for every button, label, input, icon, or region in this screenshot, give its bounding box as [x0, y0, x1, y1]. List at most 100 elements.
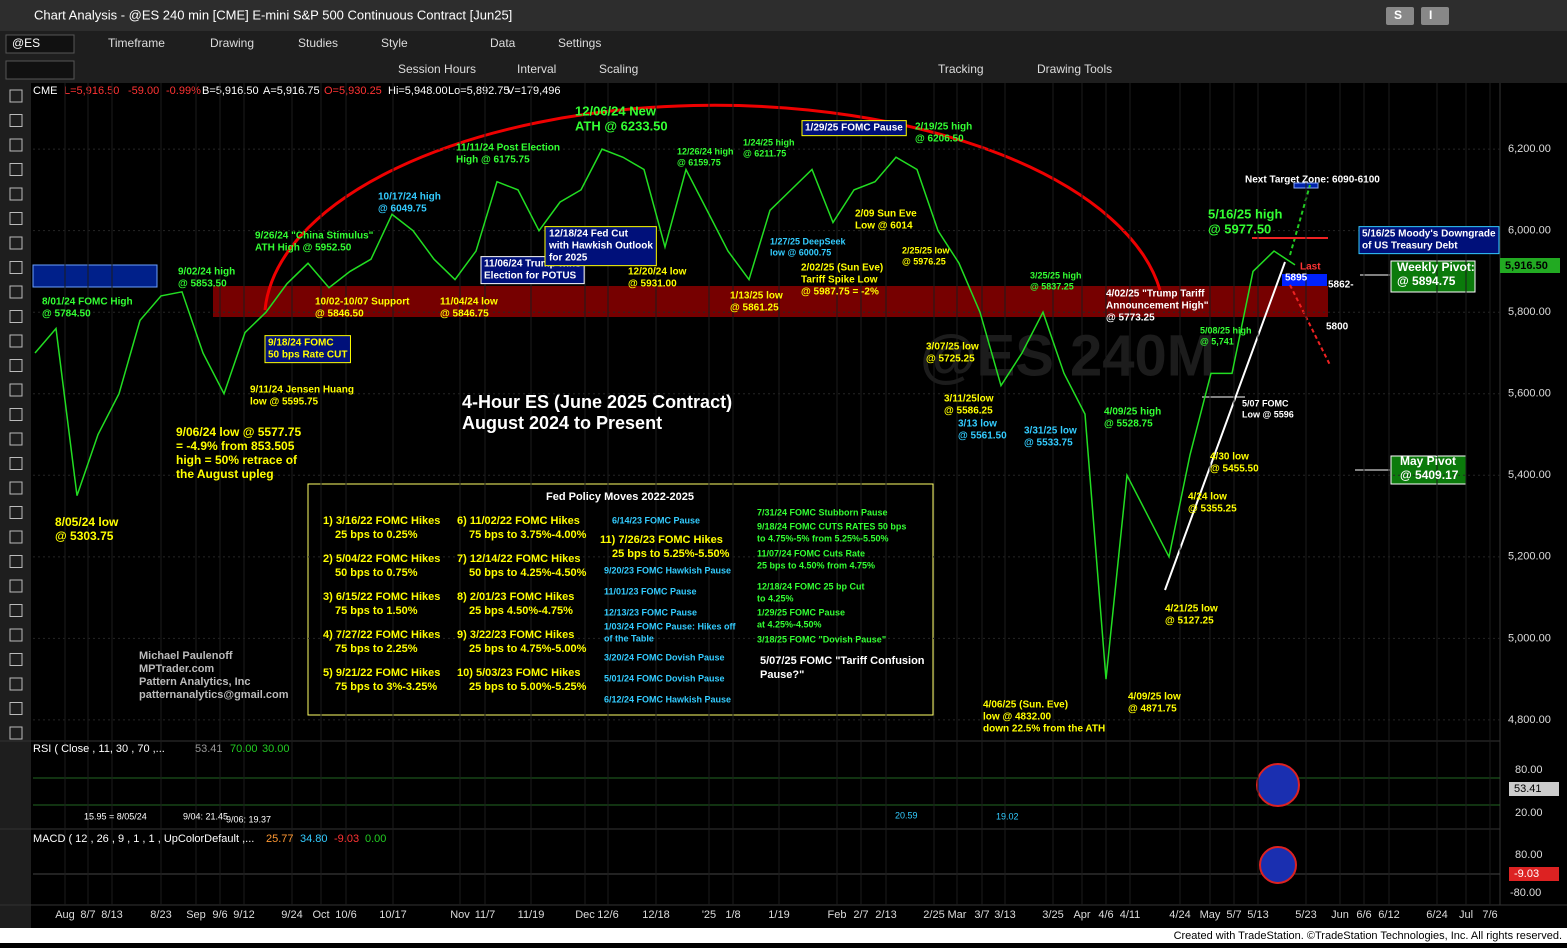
annotation-box: [544, 226, 657, 267]
toolbar-item[interactable]: Drawing: [210, 36, 254, 50]
pivot-label: Weekly Pivot:: [1397, 260, 1475, 274]
last-price-box: [1500, 258, 1560, 273]
fed-item: 9/20/23 FOMC Hawkish Pause: [604, 565, 731, 575]
tool-icon[interactable]: [9, 677, 23, 691]
toolbar-item[interactable]: Settings: [558, 36, 601, 50]
time-tick-label: 9/12: [233, 909, 254, 921]
fed-item: 6) 11/02/22 FOMC Hikes: [457, 515, 580, 527]
tool-icon[interactable]: [9, 114, 23, 127]
annotation-line: @ 5725.25: [926, 354, 975, 365]
rsi-header: RSI ( Close , 11, 30 , 70 ,...: [33, 743, 165, 755]
fed-item: 25 bps 4.50%-4.75%: [469, 605, 573, 617]
tool-icon[interactable]: [9, 726, 23, 740]
tool-icon[interactable]: [9, 604, 23, 617]
annotation-line: 4/21/25 low: [1165, 604, 1218, 615]
tool-icon[interactable]: [9, 212, 23, 225]
tool-icon[interactable]: [9, 628, 23, 642]
window-button[interactable]: [1421, 7, 1449, 25]
annotation-line: 4/09/25 low: [1128, 692, 1181, 703]
price-axis-area: [1500, 83, 1567, 928]
annotation: 5/16/25 high@ 5977.50: [1208, 206, 1282, 236]
toolbar-item[interactable]: Style: [381, 36, 408, 50]
annotation: 9/26/24 "China Stimulus"ATH High @ 5952.…: [255, 231, 374, 254]
fed-item: to 4.75%-5% from 5.25%-5.50%: [757, 533, 889, 543]
time-tick-label: 10/6: [335, 909, 356, 921]
annotation-line: 5/08/25 high: [1200, 325, 1252, 335]
tool-icon[interactable]: [9, 457, 23, 470]
tool-icon[interactable]: [9, 261, 23, 274]
rsi-note: 9/06: 19.37: [226, 814, 271, 824]
may-pivot-box: [1390, 455, 1467, 485]
annotation-line: Next Target Zone: 6090-6100: [1245, 175, 1380, 186]
toolbar-item[interactable]: Interval: [517, 62, 556, 76]
fed-item: 8) 2/01/23 FOMC Hikes: [457, 591, 574, 603]
annotation-line: Tariff Spike Low: [801, 275, 878, 286]
toolbar-item[interactable]: Session Hours: [398, 62, 476, 76]
toolbar-item[interactable]: Data: [490, 36, 516, 50]
time-tick-label: Oct: [312, 909, 329, 921]
annotation-line: 5/16/25 high: [1208, 206, 1282, 221]
annotation-line: 2/02/25 (Sun Eve): [801, 263, 883, 274]
annotation-line: 9/11/24 Jensen Huang: [250, 385, 354, 396]
toolbar-item[interactable]: Studies: [298, 36, 338, 50]
rsi-last-box: [1509, 782, 1559, 796]
tool-icon[interactable]: [9, 383, 23, 397]
tool-icon[interactable]: [9, 334, 23, 348]
macd-header: 34.80: [300, 833, 328, 845]
tool-icon[interactable]: [9, 481, 23, 495]
macd-header: MACD ( 12 , 26 , 9 , 1 , 1 , UpColorDefa…: [33, 833, 254, 845]
footer-bar: [0, 928, 1567, 943]
annotation-line: @ 6049.75: [378, 204, 427, 215]
fed-item: 25 bps to 5.00%-5.25%: [469, 681, 587, 693]
trend-line: [1164, 261, 1286, 591]
tool-icon[interactable]: [9, 555, 23, 568]
annotation-line: @ 5,741: [1200, 336, 1234, 346]
downside-projection: [1289, 284, 1331, 366]
tool-icon[interactable]: [9, 163, 23, 176]
interval-box[interactable]: [5, 60, 75, 80]
tool-icon[interactable]: [9, 285, 23, 299]
tool-icon[interactable]: [9, 702, 23, 715]
annotation-line: 4/02/25 "Trump Tariff: [1106, 289, 1205, 300]
tool-icon[interactable]: [9, 530, 23, 544]
tool-icon[interactable]: [9, 653, 23, 666]
toolbar-item[interactable]: Tracking: [938, 62, 984, 76]
toolbar-item[interactable]: Drawing Tools: [1037, 62, 1112, 76]
pivot-value: @ 5409.17: [1400, 468, 1459, 482]
tool-icon[interactable]: [9, 138, 23, 152]
last-price: 5,916.50: [1505, 260, 1548, 272]
fed-item: at 4.25%-4.50%: [757, 619, 822, 629]
window-title: Chart Analysis - @ES 240 min [CME] E-min…: [34, 7, 512, 22]
time-tick-label: Sep: [186, 909, 206, 921]
credit: MPTrader.com: [139, 663, 214, 675]
symbol-box[interactable]: [5, 34, 75, 54]
annotation-line: 12/20/24 low: [628, 267, 687, 278]
tool-icon[interactable]: [9, 89, 23, 103]
annotation-line: @ 6206.50: [915, 134, 964, 145]
time-tick-label: 1/19: [768, 909, 789, 921]
tool-icon[interactable]: [9, 432, 23, 446]
window-button[interactable]: [1386, 7, 1414, 25]
annotation-line: @ 5303.75: [55, 529, 114, 543]
tool-icon[interactable]: [9, 579, 23, 593]
tool-icon[interactable]: [9, 187, 23, 201]
price-tick-label: 5,600.00: [1508, 388, 1551, 400]
watermark: @ES 240M: [920, 323, 1215, 388]
tool-icon[interactable]: [9, 310, 23, 323]
toolbar-item[interactable]: Scaling: [599, 62, 638, 76]
tool-icon[interactable]: [9, 359, 23, 372]
annotation-line: 5/07 FOMC: [1242, 398, 1289, 408]
footer: Created with TradeStation. ©TradeStation…: [1174, 930, 1562, 942]
annotation-line: low @ 5595.75: [250, 397, 319, 408]
tool-icon[interactable]: [9, 236, 23, 250]
tool-icon[interactable]: [9, 506, 23, 519]
annotation-line: @ 5127.25: [1165, 616, 1214, 627]
macd-tick: 80.00: [1515, 849, 1543, 861]
annotation-line: 3/13 low: [958, 419, 997, 430]
tool-icon[interactable]: [9, 408, 23, 421]
annotation-line: 2/09 Sun Eve: [855, 209, 917, 220]
toolbar-item[interactable]: Timeframe: [108, 36, 165, 50]
annotation-line: 5800: [1326, 322, 1349, 333]
